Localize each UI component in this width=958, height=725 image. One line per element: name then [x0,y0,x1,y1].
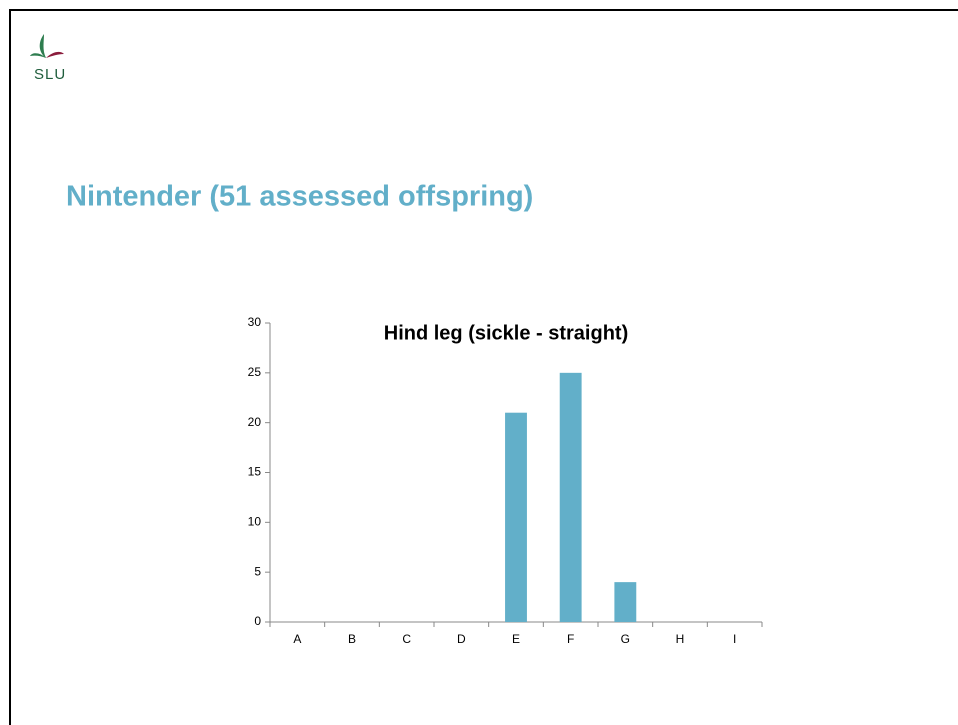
y-tick-label: 15 [248,465,262,479]
x-tick-label: E [512,632,520,646]
x-tick-label: H [676,632,685,646]
slide-title: Nintender (51 assessed offspring) [66,181,533,213]
x-tick-label: F [567,632,574,646]
y-tick-label: 10 [248,515,262,529]
y-tick-label: 0 [254,614,261,628]
x-tick-label: G [621,632,630,646]
chart-title: Hind leg (sickle - straight) [384,322,628,344]
bar [614,582,637,622]
y-tick-label: 30 [248,315,262,329]
x-tick-label: A [293,632,301,646]
y-tick-label: 20 [248,415,262,429]
bar [505,412,527,622]
x-tick-label: I [733,632,736,646]
x-tick-label: D [457,632,466,646]
bar [559,372,582,622]
x-tick-label: B [348,632,356,646]
y-tick-label: 25 [248,365,262,379]
x-tick-label: C [402,632,411,646]
logo-mark [30,34,64,58]
logo-text: SLU [34,66,66,83]
y-tick-label: 5 [254,564,261,578]
